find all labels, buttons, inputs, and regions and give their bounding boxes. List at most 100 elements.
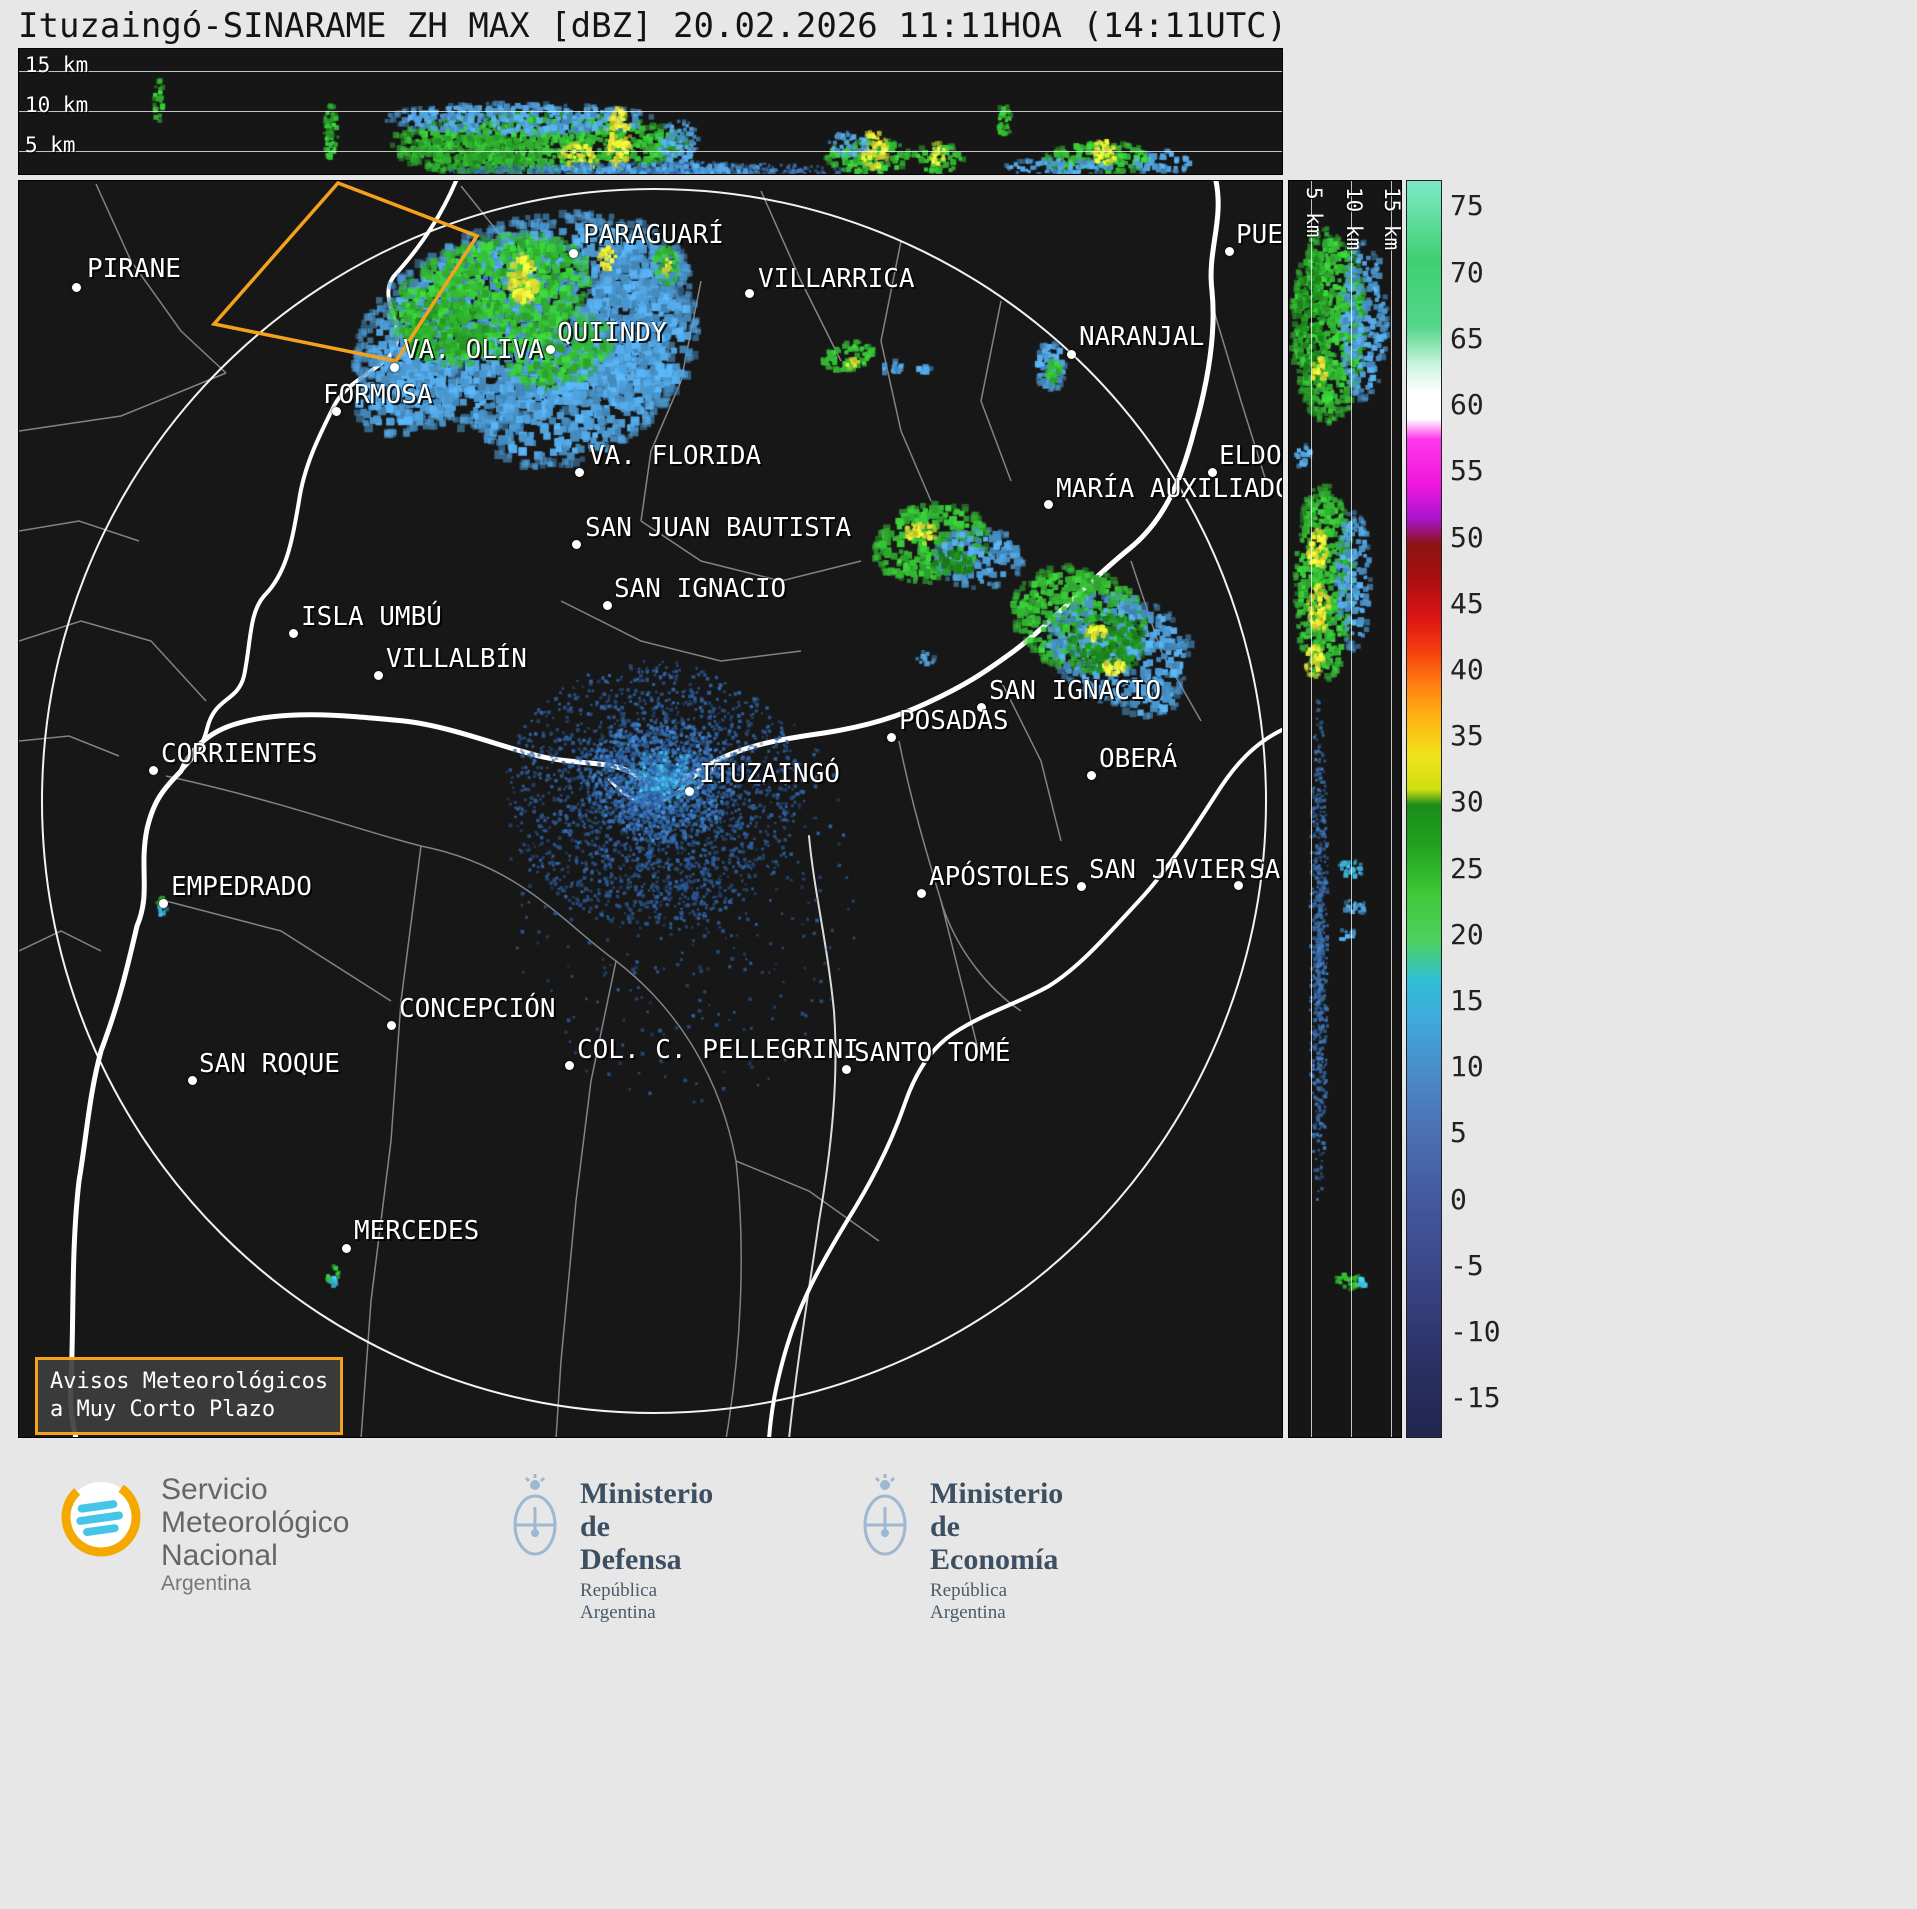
- top-10km-label: 10 km: [25, 93, 89, 117]
- economia-line3: República Argentina: [930, 1580, 1008, 1623]
- city-marker-va-oliva: [390, 363, 399, 372]
- colorbar-tick--5: -5: [1450, 1248, 1484, 1282]
- smn-name-line2: Meteorológico: [161, 1506, 350, 1539]
- city-marker-apostoles: [917, 889, 926, 898]
- right-profile-echo-canvas: [1289, 181, 1401, 1437]
- city-marker-corrientes: [149, 766, 158, 775]
- city-marker-san-pedro: [1234, 881, 1243, 890]
- city-label-paraguari: PARAGUARÍ: [583, 220, 724, 250]
- city-label-pirane: PIRANE: [87, 254, 181, 284]
- alert-note-line1: Avisos Meteorológicos: [50, 1369, 329, 1394]
- right-10km-label: 10 km: [1342, 187, 1366, 251]
- colorbar-tick-45: 45: [1450, 586, 1484, 620]
- city-marker-col-c-pellegrini: [565, 1061, 574, 1070]
- city-label-villarrica: VILLARRICA: [758, 264, 915, 294]
- footer: Servicio Meteorológico Nacional Argentin…: [0, 1455, 1917, 1635]
- radar-map-panel: PIRANE PARAGUARÍ VILLARRICA QUIINDY VA. OLIV…: [18, 180, 1283, 1438]
- city-label-ituzaingo: ITUZAINGÓ: [699, 759, 840, 789]
- colorbar-tick-35: 35: [1450, 719, 1484, 753]
- city-marker-empedrado: [159, 899, 168, 908]
- colorbar-tick-65: 65: [1450, 321, 1484, 355]
- colorbar-tick-75: 75: [1450, 189, 1484, 223]
- city-label-santo-tome: SANTO TOMÉ: [854, 1038, 1011, 1068]
- right-5km-label: 5 km: [1302, 187, 1326, 238]
- city-marker-san-ignacio: [603, 601, 612, 610]
- city-label-col-c-pellegrini: COL. C. PELLEGRINI: [577, 1035, 859, 1065]
- city-marker-naranjal: [1067, 350, 1076, 359]
- city-label-empedrado: EMPEDRADO: [171, 872, 312, 902]
- defensa-line1: Ministerio: [580, 1477, 714, 1510]
- city-marker-san-ignacio: [977, 703, 986, 712]
- colorbar-tick-25: 25: [1450, 851, 1484, 885]
- city-marker-posadas: [887, 733, 896, 742]
- city-label-formosa: FORMOSA: [323, 380, 433, 410]
- right-10km-gridline: [1351, 181, 1352, 1437]
- city-marker-san-javier: [1077, 882, 1086, 891]
- dbz-colorbar: [1406, 180, 1442, 1438]
- city-marker-santo-tome: [842, 1065, 851, 1074]
- city-label-san-ignacio: SAN IGNACIO: [614, 574, 787, 604]
- argentina-crest-icon: [863, 1474, 907, 1556]
- city-marker-obera: [1087, 771, 1096, 780]
- top-15km-label: 15 km: [25, 53, 89, 77]
- top-height-profile-panel: 15 km 10 km 5 km: [18, 48, 1283, 175]
- right-height-profile-panel: 5 km 10 km 15 km: [1288, 180, 1402, 1438]
- city-label-corrientes: CORRIENTES: [161, 739, 318, 769]
- colorbar-tick-40: 40: [1450, 652, 1484, 686]
- city-label-naranjal: NARANJAL: [1079, 322, 1205, 352]
- colorbar-tick--10: -10: [1450, 1315, 1501, 1349]
- colorbar-tick-10: 10: [1450, 1050, 1484, 1084]
- city-marker-puerto-rico: [1225, 247, 1234, 256]
- top-5km-label: 5 km: [25, 133, 76, 157]
- city-marker-villalbin: [374, 671, 383, 680]
- colorbar-tick-0: 0: [1450, 1182, 1467, 1216]
- city-marker-eldorado: [1208, 468, 1217, 477]
- city-label-maria-auxiliadora: MARÍA AUXILIADORA: [1056, 474, 1282, 504]
- colorbar-tick-55: 55: [1450, 454, 1484, 488]
- colorbar-tick-70: 70: [1450, 255, 1484, 289]
- colorbar-tick--15: -15: [1450, 1381, 1501, 1415]
- page-title: Ituzaingó-SINARAME ZH MAX [dBZ] 20.02.20…: [18, 6, 1288, 46]
- city-marker-mercedes: [342, 1244, 351, 1253]
- city-marker-villarrica: [745, 289, 754, 298]
- alert-note-line2: a Muy Corto Plazo: [50, 1397, 276, 1422]
- city-label-san-ignacio: SAN IGNACIO: [989, 676, 1162, 706]
- city-marker-paraguari: [569, 249, 578, 258]
- right-15km-gridline: [1391, 181, 1392, 1437]
- city-marker-quiindy: [546, 345, 555, 354]
- city-label-mercedes: MERCEDES: [354, 1216, 480, 1246]
- economia-line2: de Economía: [930, 1510, 1059, 1576]
- economia-line1: Ministerio: [930, 1477, 1064, 1510]
- city-marker-formosa: [332, 407, 341, 416]
- city-label-quiindy: QUIINDY: [557, 318, 667, 348]
- smn-name-line1: Servicio: [161, 1473, 268, 1506]
- city-label-san-juan-bautista: SAN JUAN BAUTISTA: [585, 513, 852, 543]
- alert-note-box[interactable]: Avisos Meteorológicos a Muy Corto Plazo: [35, 1357, 344, 1435]
- city-label-va-oliva: VA. OLIVA: [403, 335, 544, 365]
- colorbar-tick-20: 20: [1450, 917, 1484, 951]
- top-5km-gridline: [19, 151, 1282, 152]
- argentina-crest-icon: [513, 1474, 557, 1556]
- smn-logo-icon: [61, 1477, 141, 1557]
- city-marker-maria-auxiliadora: [1044, 500, 1053, 509]
- city-marker-san-juan-bautista: [572, 540, 581, 549]
- city-marker-san-roque: [188, 1076, 197, 1085]
- city-label-villalbin: VILLALBÍN: [386, 644, 527, 674]
- right-5km-gridline: [1311, 181, 1312, 1437]
- colorbar-tick-50: 50: [1450, 520, 1484, 554]
- city-label-va-florida: VA. FLORIDA: [589, 441, 762, 471]
- colorbar-tick-60: 60: [1450, 388, 1484, 422]
- radar-echo-canvas: [19, 181, 1282, 1437]
- top-profile-echo-canvas: [19, 49, 1282, 174]
- city-label-isla-umbu: ISLA UMBÚ: [301, 602, 442, 632]
- smn-name-line4: Argentina: [161, 1572, 251, 1595]
- city-label-posadas: POSADAS: [899, 706, 1009, 736]
- city-label-obera: OBERÁ: [1099, 744, 1178, 774]
- colorbar-tick-30: 30: [1450, 785, 1484, 819]
- right-15km-label: 15 km: [1380, 187, 1402, 251]
- defensa-line2: de Defensa: [580, 1510, 682, 1576]
- city-label-concepcion: CONCEPCIÓN: [399, 994, 556, 1024]
- dbz-colorbar-ticks: 75 70 65 60 55 50 45 40 35 30 25 20 15 10 5 0 -5 -10 -15: [1450, 180, 1530, 1438]
- city-marker-va-florida: [575, 468, 584, 477]
- city-marker-isla-umbu: [289, 629, 298, 638]
